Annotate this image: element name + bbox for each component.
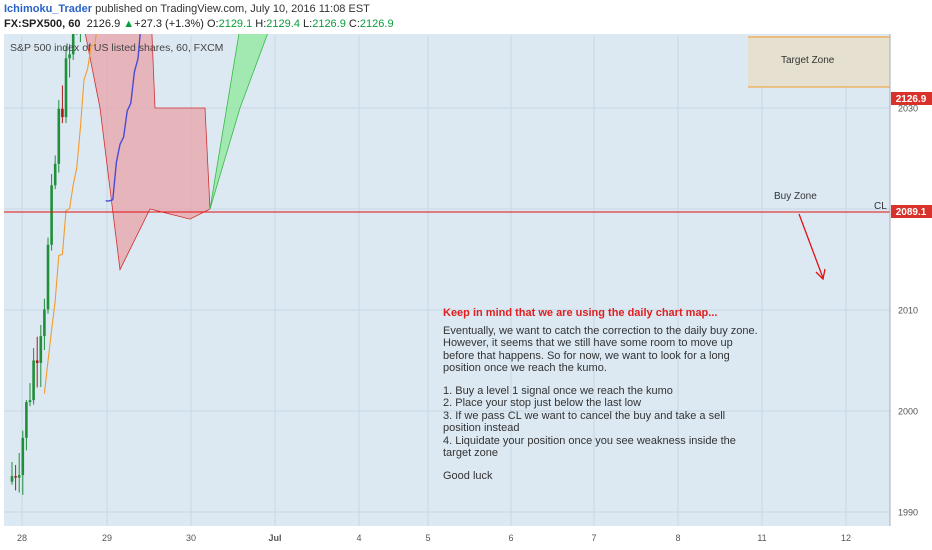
candle-body xyxy=(46,244,50,310)
cl-price-tag-text: 2089.1 xyxy=(896,207,927,218)
cl-price-tag xyxy=(891,205,932,218)
x-tick-label: 11 xyxy=(757,533,766,543)
down-arrow-shaft xyxy=(798,213,824,279)
last-price-tag xyxy=(891,92,932,105)
quote-line: FX:SPX500, 60 2126.9 ▲+27.3 (+1.3%) O:21… xyxy=(4,18,394,30)
candle-body xyxy=(25,402,28,438)
candle-body xyxy=(32,360,35,401)
candle-body xyxy=(10,476,14,482)
note-steps: 1. Buy a level 1 signal once we reach th… xyxy=(443,385,763,460)
target-zone-label: Target Zone xyxy=(781,55,835,66)
candle-body xyxy=(28,400,32,403)
target-zone-box xyxy=(748,36,890,87)
candle-body xyxy=(71,34,75,55)
open-label: O: xyxy=(206,18,219,30)
note-step: 2. Place your stop just below the last l… xyxy=(443,397,642,409)
x-tick-label: 30 xyxy=(186,533,196,543)
chart-title: S&P 500 index of US listed shares, 60, F… xyxy=(10,42,224,54)
high-value: 2129.4 xyxy=(266,18,300,30)
x-tick-label: 12 xyxy=(841,533,851,543)
price-axis xyxy=(890,34,932,526)
candle-body xyxy=(35,360,39,363)
last-price-tag-text: 2126.9 xyxy=(896,94,927,105)
candle-body xyxy=(21,437,25,476)
candles xyxy=(10,34,81,495)
time-axis xyxy=(4,526,890,550)
y-tick-label: 1990 xyxy=(898,508,918,518)
low-label: L: xyxy=(303,18,313,30)
candle-body xyxy=(61,108,64,118)
candle-body xyxy=(57,108,61,164)
published-text: published on TradingView.com, July 10, 2… xyxy=(92,3,370,15)
candle-body xyxy=(39,336,43,363)
kumo-cloud xyxy=(84,34,268,271)
chart-header: Ichimoku_Trader published on TradingView… xyxy=(0,0,932,34)
author-link[interactable]: Ichimoku_Trader xyxy=(4,3,93,15)
high-label: H: xyxy=(255,18,267,30)
symbol-label[interactable]: FX:SPX500, 60 xyxy=(4,18,81,30)
candle-body xyxy=(43,309,46,337)
zone-boxes xyxy=(748,36,890,88)
publish-info: Ichimoku_Trader published on TradingView… xyxy=(4,3,370,15)
candle-body xyxy=(50,185,53,245)
candle-body xyxy=(17,475,21,478)
note-step: 3. If we pass CL we want to cancel the b… xyxy=(443,409,726,435)
y-tick-label: 2030 xyxy=(898,104,918,114)
x-tick-label: 29 xyxy=(102,533,112,543)
y-tick-label: 2000 xyxy=(898,407,918,417)
candle-body xyxy=(53,163,57,186)
candle-body xyxy=(68,54,71,59)
up-arrow-icon: ▲ xyxy=(123,18,135,30)
candle-body xyxy=(14,476,17,478)
cl-label: CL xyxy=(874,201,887,212)
close-value: 2126.9 xyxy=(359,18,394,30)
price-tags: 2126.9 2089.1 xyxy=(891,92,932,218)
close-label: C: xyxy=(348,18,360,30)
trade-note: Keep in mind that we are using the daily… xyxy=(443,307,763,492)
buy-zone-label: Buy Zone xyxy=(774,191,817,202)
note-step: 1. Buy a level 1 signal once we reach th… xyxy=(443,384,673,397)
last-price: 2126.9 xyxy=(86,18,121,30)
open-value: 2129.1 xyxy=(218,18,253,30)
x-tick-label: 5 xyxy=(425,533,430,543)
down-arrow-head xyxy=(815,268,826,281)
y-tick-label: 2010 xyxy=(898,306,918,316)
grid-lines xyxy=(4,36,890,526)
x-tick-label: 4 xyxy=(356,533,361,543)
annotations xyxy=(4,211,890,281)
note-heading: Keep in mind that we are using the daily… xyxy=(443,307,718,319)
note-closing: Good luck xyxy=(443,469,493,482)
bull-kumo xyxy=(209,34,268,210)
x-tick-label: 8 xyxy=(675,533,680,543)
x-tick-label: 28 xyxy=(17,533,27,543)
x-tick-label: 7 xyxy=(591,533,596,543)
x-tick-label: Jul xyxy=(268,533,281,543)
price-chart[interactable]: 1990200020102020203020402050206020702080… xyxy=(0,34,932,550)
x-tick-label: 6 xyxy=(508,533,513,543)
candle-body xyxy=(64,58,68,118)
note-paragraph: Eventually, we want to catch the correct… xyxy=(443,324,758,375)
low-value: 2126.9 xyxy=(312,18,346,30)
price-change: +27.3 (+1.3%) xyxy=(134,18,204,30)
note-step: 4. Liquidate your position once you see … xyxy=(443,434,736,460)
